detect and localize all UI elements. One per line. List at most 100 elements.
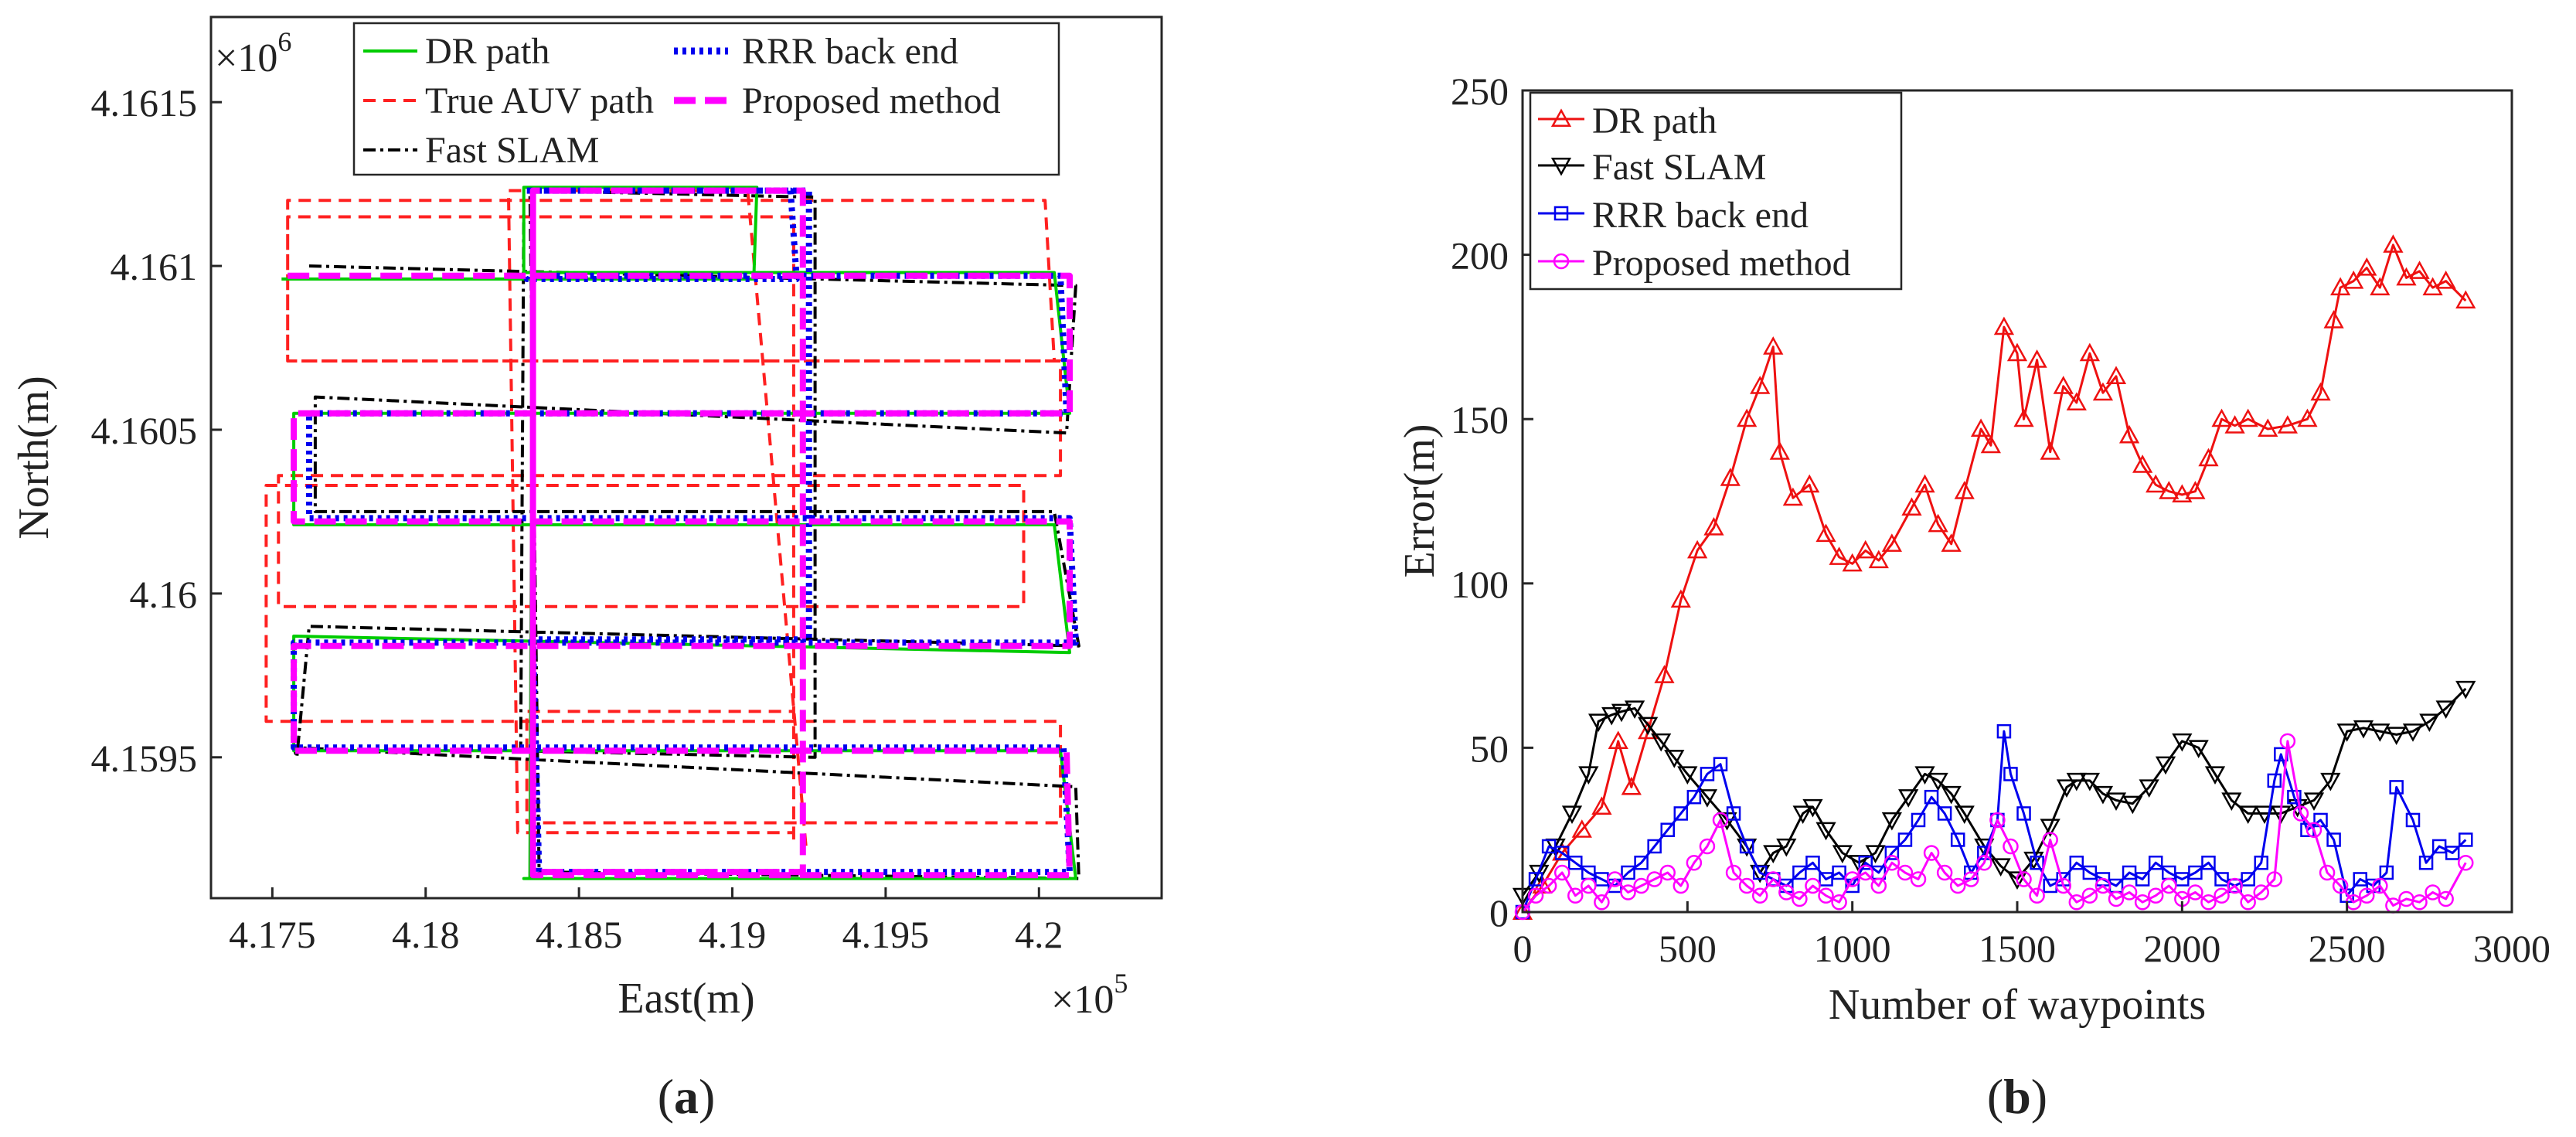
series-dr-path [1512,234,2476,921]
panel-a-y-ticks: 4.1595 4.16 4.1605 4.161 4.1615 [91,81,222,780]
data-point-rrr-back-end [1950,832,1965,847]
data-point-rrr-back-end [1805,855,1820,870]
data-point-fast-slam [1776,838,1797,857]
data-point-proposed-method [2042,832,2058,848]
data-point-proposed-method [1646,871,1662,887]
data-point-dr-path [1782,487,1803,506]
data-point-fast-slam [1601,706,1622,726]
data-point-proposed-method [2016,871,2032,887]
data-point-proposed-method [2411,894,2428,911]
data-point-fast-slam [2386,727,2407,745]
data-point-proposed-method [1607,871,1623,887]
data-point-proposed-method [2094,877,2112,894]
data-point-rrr-back-end [2254,855,2268,870]
legend-a-fastslam-label: Fast SLAM [425,130,599,171]
panel-a-x-exponent-power: 5 [1114,968,1128,999]
data-point-proposed-method [2438,890,2454,907]
data-point-dr-path [2006,342,2028,362]
data-point-dr-path [1928,513,1948,533]
data-point-proposed-method [2359,887,2375,904]
series-rrr-back-end [1515,723,2473,920]
panel-a-y-exponent: ×106 [215,26,291,80]
data-point-fast-slam [1954,805,1975,825]
data-point-proposed-method [2134,894,2151,911]
data-point-fast-slam [2455,680,2476,700]
data-point-proposed-method [2253,884,2269,900]
panel-a-y-axis-label: North(m) [10,376,58,540]
data-point-fast-slam [1990,858,2011,877]
data-point-fast-slam [1865,845,1886,864]
data-point-fast-slam [1611,703,1632,723]
data-point-rrr-back-end [1673,806,1689,821]
data-point-dr-path [1881,533,1902,552]
data-point-proposed-method [1581,877,1597,894]
data-point-rrr-back-end [2135,872,2150,887]
data-point-proposed-method [1844,871,1860,887]
data-point-dr-path [1763,336,1784,355]
data-point-dr-path [2357,257,2377,276]
data-point-proposed-method [2319,864,2336,881]
data-point-proposed-method [2372,877,2388,894]
data-point-rrr-back-end [1924,789,1939,805]
data-point-proposed-method [2003,838,2019,855]
data-point-proposed-method [1738,877,1755,894]
legend-a-proposed-label: Proposed method [742,80,1001,121]
panel-a-x-ticks: 4.175 4.18 4.185 4.19 4.195 4.2 [229,887,1063,956]
data-point-proposed-method [1897,864,1914,881]
data-point-fast-slam [2336,723,2357,742]
data-point-fast-slam [2353,720,2374,739]
data-point-rrr-back-end [2326,832,2341,847]
data-point-proposed-method [1527,887,1544,904]
data-point-fast-slam [1881,812,1902,831]
data-point-dr-path [1750,376,1771,394]
data-point-dr-path [2370,277,2391,296]
legend-swatch-marker [1553,206,1569,221]
y-tick-label: 250 [1451,70,1509,113]
data-point-dr-path [2053,376,2074,394]
data-point-dr-path [2079,342,2100,362]
data-point-dr-path [1901,497,1922,516]
data-point-rrr-back-end [2379,865,2394,880]
data-point-rrr-back-end [1554,846,1570,860]
data-point-dr-path [2409,260,2430,279]
data-point-proposed-method [2332,877,2349,894]
data-point-dr-path [1608,730,1628,749]
data-point-fast-slam [1928,772,1948,791]
data-point-rrr-back-end [1739,839,1754,854]
data-point-dr-path [1941,533,1962,552]
series-proposed-method [1514,733,2474,921]
data-point-proposed-method [1805,877,1821,894]
data-point-proposed-method [1910,871,1927,887]
data-point-fast-slam [2006,871,2028,890]
data-point-dr-path [2383,234,2404,253]
x-tick-label: 1000 [1814,927,1891,970]
data-point-fast-slam [2172,733,2193,752]
data-point-proposed-method [1963,871,1979,887]
legend-b-fastslam-swatch [1538,157,1584,176]
legend-swatch-marker [1550,157,1572,176]
data-point-rrr-back-end [2030,855,2044,870]
data-point-dr-path [1703,516,1724,536]
data-point-rrr-back-end [1858,855,1873,870]
data-point-proposed-method [1884,854,1901,871]
data-point-proposed-method [2240,894,2256,911]
data-point-rrr-back-end [2148,855,2163,870]
data-point-proposed-method [1857,864,1873,881]
data-point-fast-slam [2155,756,2176,775]
data-point-dr-path [2435,271,2456,289]
data-point-proposed-method [1659,864,1676,881]
data-point-proposed-method [1949,877,1966,894]
data-point-rrr-back-end [1568,855,1583,870]
y-tick-label: 4.1595 [91,737,198,780]
data-point-fast-slam [1664,750,1685,768]
data-point-fast-slam [2122,795,2143,815]
data-point-rrr-back-end [1634,855,1649,870]
panel-b-x-ticks: 0 500 1000 1500 2000 2500 3000 [1513,901,2550,970]
data-point-dr-path [2118,424,2140,444]
data-point-dr-path [2211,408,2232,427]
data-point-fast-slam [2105,792,2127,812]
data-point-dr-path [2092,382,2114,401]
data-point-rrr-back-end [2188,865,2203,880]
data-point-rrr-back-end [2241,872,2255,887]
